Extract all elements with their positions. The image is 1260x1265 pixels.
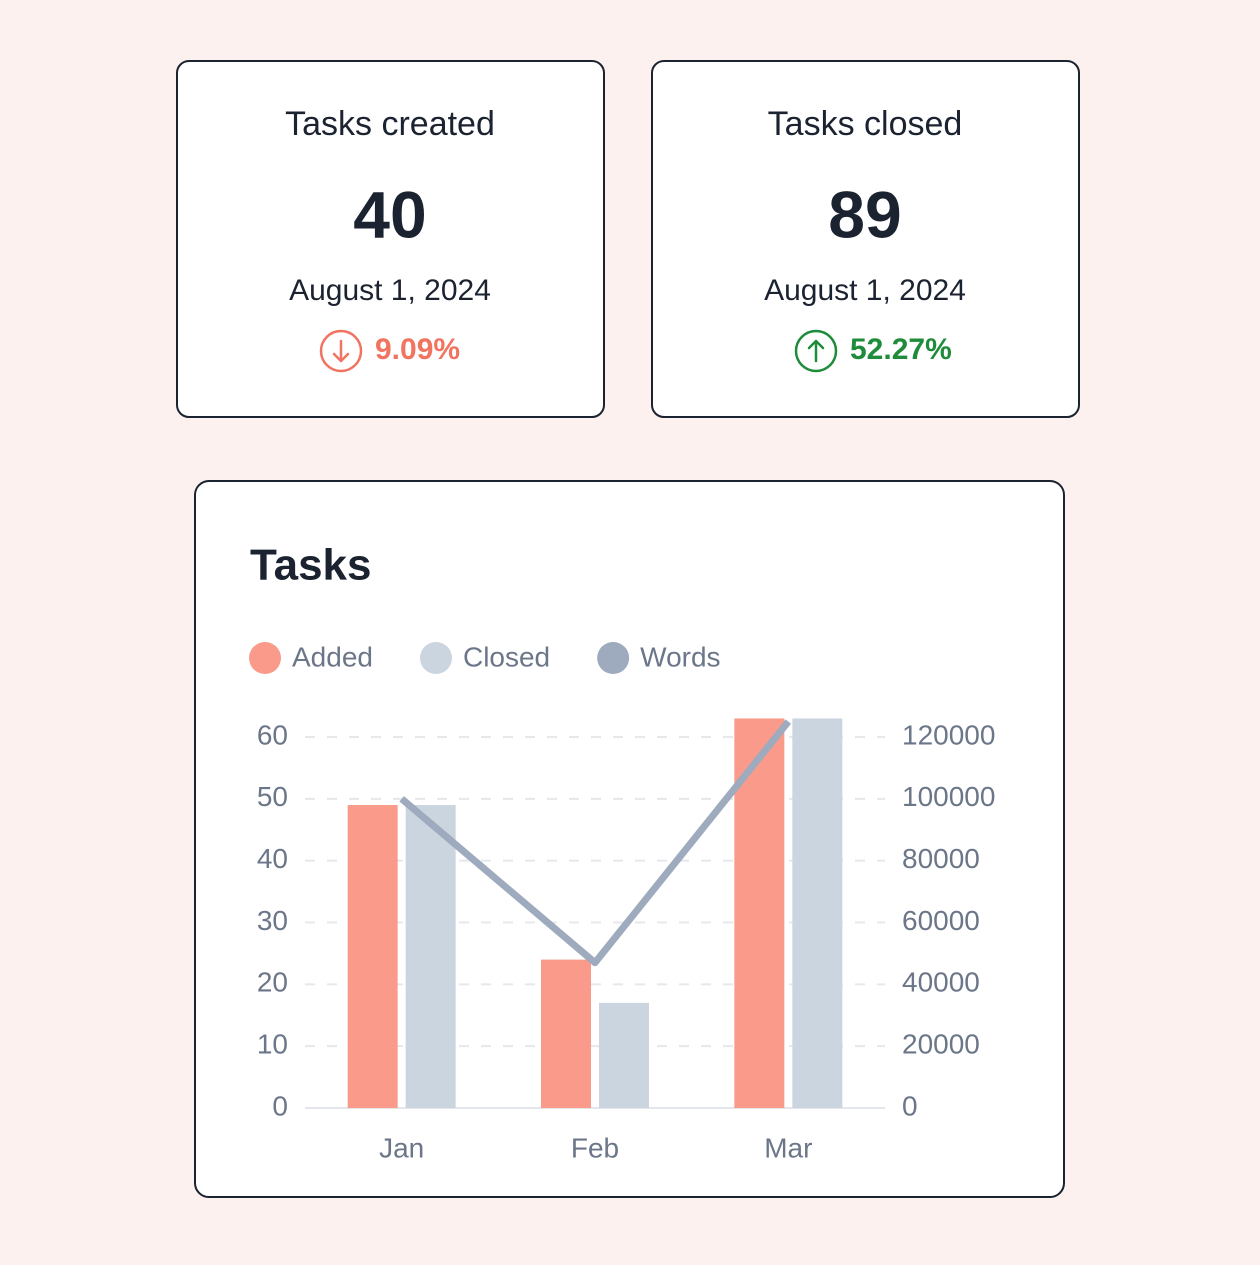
y-tick-label: 30 (257, 905, 288, 936)
legend-label: Closed (463, 641, 550, 672)
trend-arrow (332, 339, 350, 363)
x-tick-label: Jan (379, 1132, 424, 1163)
y2-tick-label: 20000 (902, 1029, 980, 1060)
trend-icon (794, 329, 838, 373)
legend-label: Added (292, 641, 373, 672)
card-value: 89 (828, 177, 901, 251)
bar (405, 805, 456, 1108)
y2-tick-label: 120000 (902, 719, 995, 750)
card-value: 40 (353, 177, 426, 251)
x-tick-label: Feb (571, 1132, 619, 1163)
trend-arrow (807, 339, 825, 363)
y2-tick-label: 80000 (902, 843, 980, 874)
bar (599, 1002, 649, 1108)
legend-label: Words (640, 641, 720, 672)
y2-tick-label: 0 (902, 1090, 918, 1121)
y2-tick-label: 60000 (902, 905, 980, 936)
bar (541, 959, 591, 1108)
chart-title: Tasks (250, 541, 372, 590)
card-title: Tasks closed (768, 105, 963, 143)
x-tick-label: Mar (764, 1132, 812, 1163)
trend-icon (319, 329, 363, 373)
y-tick-label: 0 (272, 1090, 288, 1121)
card (651, 60, 1080, 418)
card-date: August 1, 2024 (764, 274, 966, 307)
legend-swatch (249, 642, 281, 674)
card-change: 9.09% (375, 333, 460, 366)
card-title: Tasks created (285, 105, 495, 143)
card (176, 60, 605, 418)
y2-tick-label: 40000 (902, 967, 980, 998)
bar (792, 718, 843, 1108)
line (399, 719, 792, 967)
y-tick-label: 10 (257, 1029, 288, 1060)
y-tick-label: 40 (257, 843, 288, 874)
card-date: August 1, 2024 (289, 274, 491, 307)
y-tick-label: 50 (257, 781, 288, 812)
y2-tick-label: 100000 (902, 781, 995, 812)
y-tick-label: 60 (257, 719, 288, 750)
card-change: 52.27% (850, 333, 952, 366)
legend-swatch (419, 642, 452, 674)
y-tick-label: 20 (257, 967, 288, 998)
legend-swatch (597, 642, 630, 674)
bar (347, 805, 398, 1108)
